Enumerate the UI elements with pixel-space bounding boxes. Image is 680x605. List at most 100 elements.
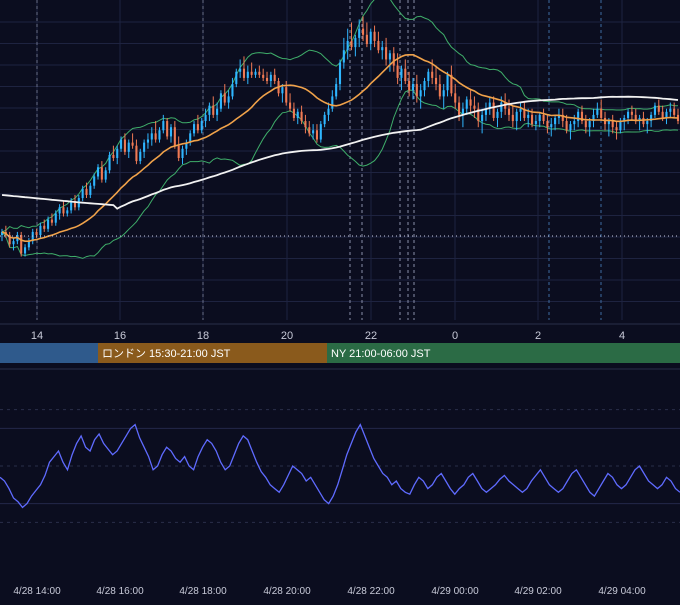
candle-body [216,108,219,115]
candle-body [653,105,657,115]
candle-body [104,170,107,180]
candle-body [623,117,626,122]
x-tick-label: 18 [197,330,209,342]
candle-body [415,84,418,97]
ma-long-line [1,95,679,210]
candle-body [189,133,192,143]
candle-body [446,74,449,91]
candle-body [507,108,511,115]
candle-body [304,121,307,128]
candle-body [661,111,664,118]
candle-body [569,124,572,131]
candle-body [454,93,457,103]
candle-body [296,111,299,118]
x-tick-label: 22 [365,330,377,342]
candle-body [123,139,126,152]
candle-body [335,84,338,97]
candle-body [665,111,668,118]
candle-body [434,77,438,85]
candle-body [265,77,269,81]
candle-body [500,102,503,112]
candle-body [62,207,65,214]
candle-body [315,130,319,140]
candle-body [373,31,376,41]
candle-body [546,121,549,128]
candle-body [246,71,249,78]
candle-body [396,65,399,78]
candle-body [66,210,69,214]
candle-body [58,207,61,214]
candle-body [557,114,560,118]
candle-body [634,114,637,122]
candle-body [93,176,96,186]
candle-body [627,111,630,118]
candle-body [481,114,484,122]
candle-body [81,188,84,199]
candle-body [530,114,534,125]
candle-body [488,102,491,109]
candle-body [181,148,184,158]
session-segment [98,343,327,363]
candle-body [519,108,522,112]
candle-body [231,84,234,97]
candle-body [600,108,603,118]
time-tick-label: 4/28 22:00 [347,586,395,597]
candle-body [369,31,372,45]
candle-body [408,81,411,91]
candle-body [550,124,553,128]
candle-body [350,40,353,48]
candle-body [400,68,403,78]
time-tick-label: 4/28 14:00 [13,586,61,597]
candle-body [208,105,211,115]
candle-body [223,93,226,103]
candle-body [358,28,361,38]
candle-body [319,124,322,140]
x-tick-label: 0 [452,330,458,342]
candle-body [577,111,580,122]
candle-body [300,111,303,122]
candle-body [308,127,311,134]
candle-body [20,235,23,254]
candle-body [385,47,388,60]
candle-body [139,151,142,162]
candle-body [158,130,161,140]
candle-body [166,121,169,137]
candle-body [154,133,157,140]
candle-body [611,121,614,128]
candle-body [192,124,196,134]
candle-body [477,108,480,122]
candle-body [650,114,653,122]
candle-body [588,121,591,128]
candle-body [12,241,15,245]
candle-body [469,99,472,106]
candle-body [8,235,11,245]
candle-body [169,127,173,137]
candle-body [607,121,610,125]
candle-body [100,167,103,180]
candle-body [584,121,587,128]
candle-body [580,111,584,122]
candle-body [89,185,92,195]
candle-body [527,114,530,118]
candle-body [673,108,676,115]
candle-body [312,130,315,134]
candle-body [235,71,238,85]
candle-body [496,111,499,118]
candle-body [31,231,34,242]
candle-body [615,127,618,131]
candle-body [258,71,261,75]
candle-body [150,133,153,140]
candle-body [554,117,557,125]
candle-body [289,102,292,109]
candle-body [200,121,203,131]
candle-body [619,121,622,131]
candle-body [108,154,111,171]
candle-body [565,121,568,131]
candle-body [542,114,545,122]
candle-body [185,142,188,149]
candle-body [116,148,119,158]
candle-body [70,201,73,211]
ma-short-line [1,54,679,242]
time-tick-label: 4/29 00:00 [431,586,479,597]
